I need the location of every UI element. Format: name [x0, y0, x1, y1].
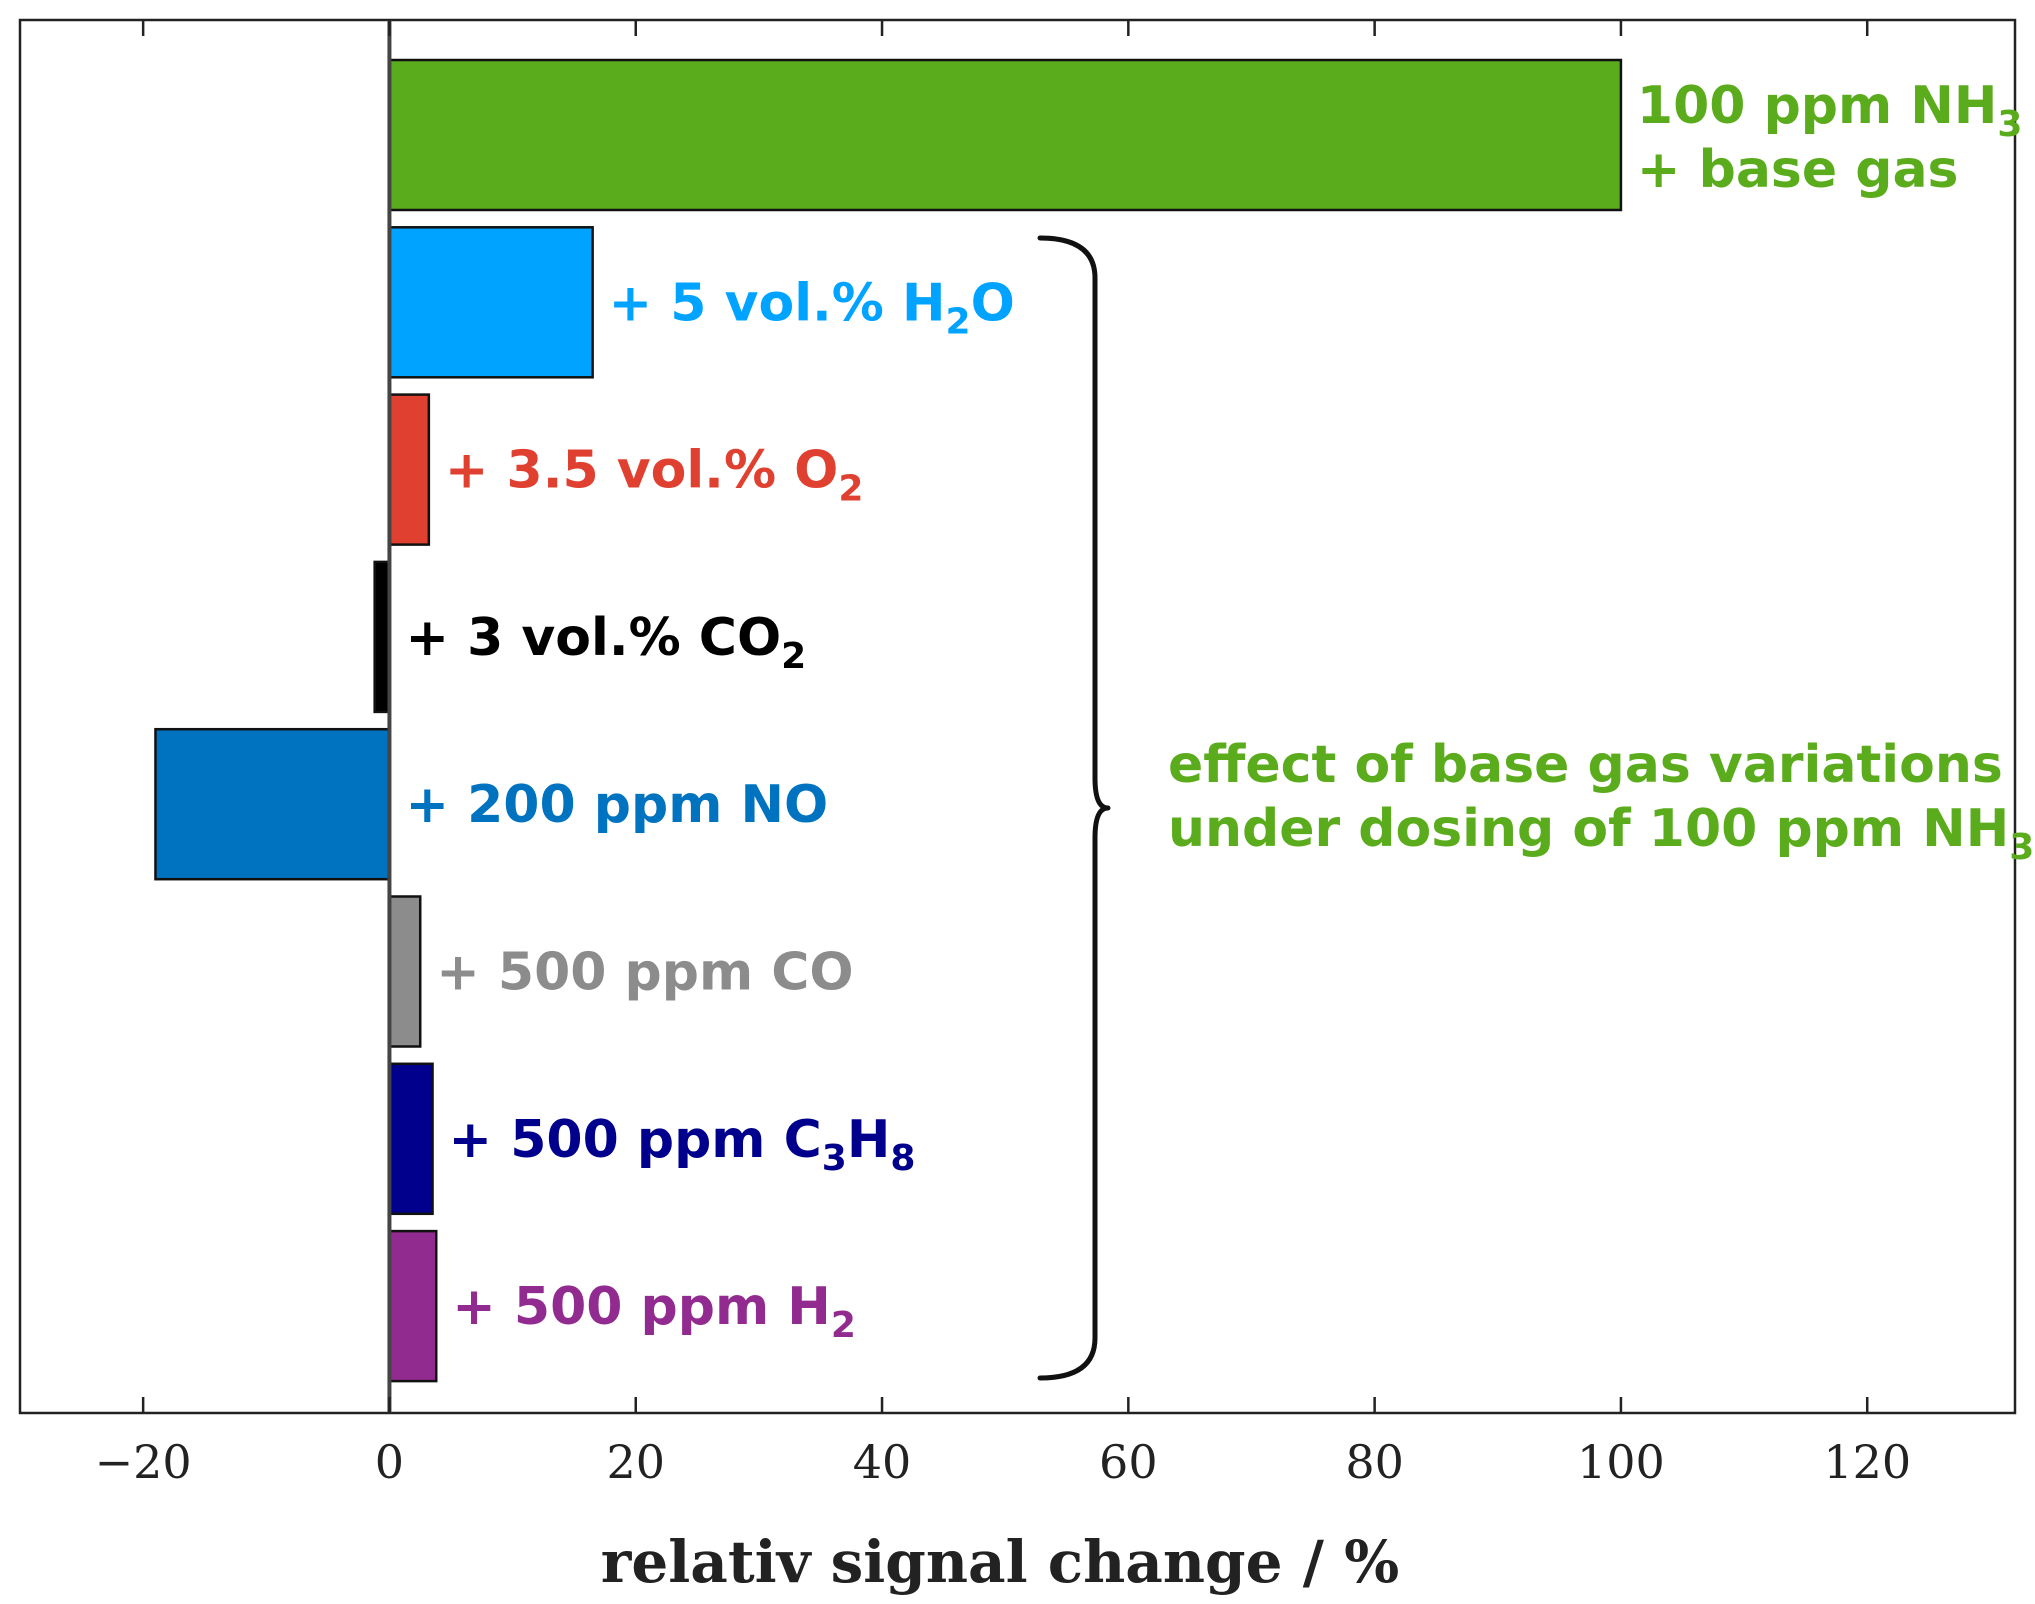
x-tick-label-5: 80 — [1345, 1435, 1404, 1489]
bar-6 — [388, 1062, 434, 1216]
bar-label-0-line2: + base gas — [1637, 140, 1959, 200]
bar-labels: 100 ppm NH3+ base gas + 5 vol.% H2O + 3.5 … — [405, 76, 2022, 1346]
annotation-line1: effect of base gas variations — [1168, 735, 2003, 795]
curly-brace — [1037, 235, 1111, 1381]
bar-label-5: + 500 ppm CO — [436, 943, 853, 1003]
bar-label-1: + 5 vol.% H2O — [609, 273, 1015, 342]
bar-label-0: 100 ppm NH3 — [1637, 76, 2022, 145]
x-tick-label-6: 100 — [1577, 1435, 1665, 1489]
x-tick-label-3: 40 — [853, 1435, 912, 1489]
bar-7 — [388, 1229, 438, 1383]
bar-3 — [373, 560, 391, 714]
x-axis-title: relativ signal change / % — [601, 1528, 1399, 1596]
bar-label-2: + 3.5 vol.% O2 — [445, 441, 864, 510]
bar-label-6: + 500 ppm C3H8 — [449, 1110, 916, 1179]
plot-area — [18, 18, 2017, 1415]
x-tick-label-4: 60 — [1099, 1435, 1158, 1489]
x-tick-label-1: 0 — [375, 1435, 404, 1489]
bar-5 — [388, 895, 422, 1048]
bar-0 — [388, 58, 1623, 212]
x-tick-label-7: 120 — [1823, 1435, 1911, 1489]
bar-label-7: + 500 ppm H2 — [452, 1277, 856, 1346]
x-tick-label-2: 20 — [606, 1435, 665, 1489]
x-tick-label-0: −20 — [95, 1435, 192, 1489]
bar-label-4: + 200 ppm NO — [405, 775, 828, 835]
bar-label-3: + 3 vol.% CO2 — [405, 608, 806, 677]
annotation-line2: under dosing of 100 ppm NH3 — [1168, 799, 2034, 868]
bars-group — [154, 58, 1623, 1383]
bar-4 — [154, 727, 391, 881]
bar-2 — [388, 393, 431, 546]
bar-1 — [388, 226, 594, 379]
x-axis-ticks: −20 0 20 40 60 80 100 120 — [95, 20, 1911, 1489]
